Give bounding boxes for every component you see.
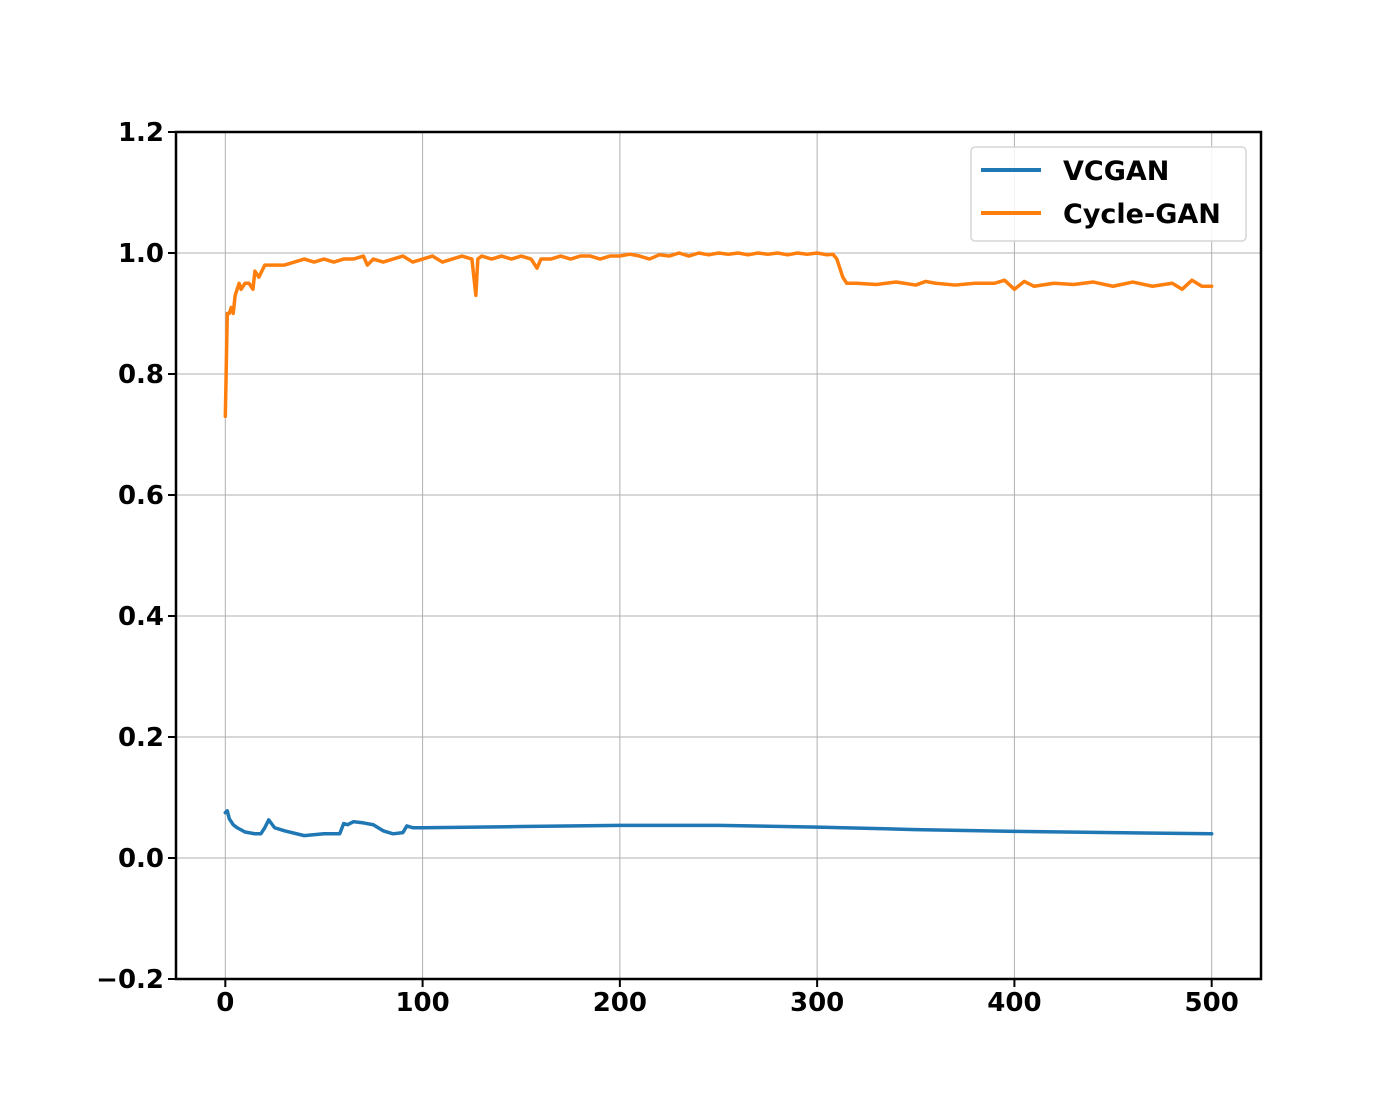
x-tick-label: 500 — [1185, 988, 1239, 1018]
y-tick-label: −0.2 — [96, 965, 164, 995]
legend: VCGAN Cycle-GAN — [970, 146, 1247, 242]
y-tick-label: 0.2 — [118, 723, 164, 753]
x-tick-label: 300 — [790, 988, 844, 1018]
x-tick-label: 400 — [987, 988, 1041, 1018]
y-tick-label: 0.0 — [118, 844, 164, 874]
series-lines — [223, 251, 1214, 838]
legend-label: Cycle-GAN — [1063, 199, 1221, 230]
axis-ticks: 0 100 200 300 400 500 −0.2 0.0 0.2 0.4 0.6 0.8 1.0 1.… — [96, 118, 1239, 1018]
series-line-cycle-gan — [223, 251, 1214, 419]
series-line-vcgan — [223, 809, 1214, 838]
x-tick-label: 100 — [395, 988, 449, 1018]
y-tick-label: 0.8 — [118, 360, 164, 390]
x-tick-label: 0 — [216, 988, 234, 1018]
plot-area-frame — [174, 130, 1263, 981]
y-tick-label: 1.2 — [118, 118, 164, 148]
x-tick-label: 200 — [593, 988, 647, 1018]
y-tick-label: 1.0 — [118, 239, 164, 269]
legend-label: VCGAN — [1063, 156, 1169, 187]
y-tick-label: 0.6 — [118, 481, 164, 511]
y-tick-label: 0.4 — [118, 602, 164, 632]
